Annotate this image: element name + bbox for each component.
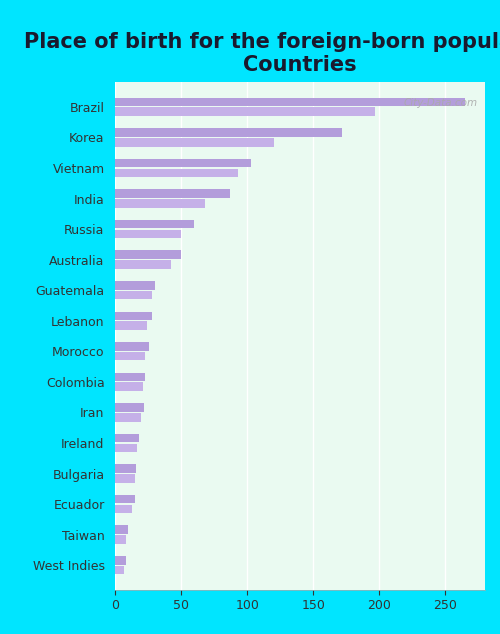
Bar — [115, 190, 230, 198]
Bar — [115, 250, 181, 259]
Bar — [115, 403, 144, 412]
Bar — [115, 352, 146, 361]
Bar — [115, 128, 342, 137]
Bar — [115, 108, 376, 116]
Bar — [115, 138, 274, 146]
Bar — [115, 373, 146, 381]
Bar — [115, 413, 141, 422]
Bar — [115, 342, 150, 351]
Bar — [115, 98, 465, 107]
Bar — [115, 281, 154, 290]
Title: Place of birth for the foreign-born population -
Countries: Place of birth for the foreign-born popu… — [24, 32, 500, 75]
Bar — [115, 199, 205, 208]
Bar — [115, 382, 143, 391]
Bar — [115, 444, 138, 452]
Bar — [115, 505, 132, 514]
Bar — [115, 474, 135, 482]
Bar — [115, 535, 126, 544]
Bar — [115, 495, 135, 503]
Bar — [115, 464, 136, 473]
Bar — [115, 566, 124, 574]
Bar — [115, 291, 152, 299]
Bar — [115, 321, 146, 330]
Bar — [115, 158, 251, 167]
Bar — [115, 260, 170, 269]
Bar — [115, 169, 238, 177]
Bar — [115, 220, 194, 228]
Bar — [115, 556, 126, 564]
Bar — [115, 230, 181, 238]
Bar — [115, 311, 152, 320]
Bar — [115, 526, 128, 534]
Text: City-Data.com: City-Data.com — [404, 98, 477, 108]
Bar — [115, 434, 139, 443]
